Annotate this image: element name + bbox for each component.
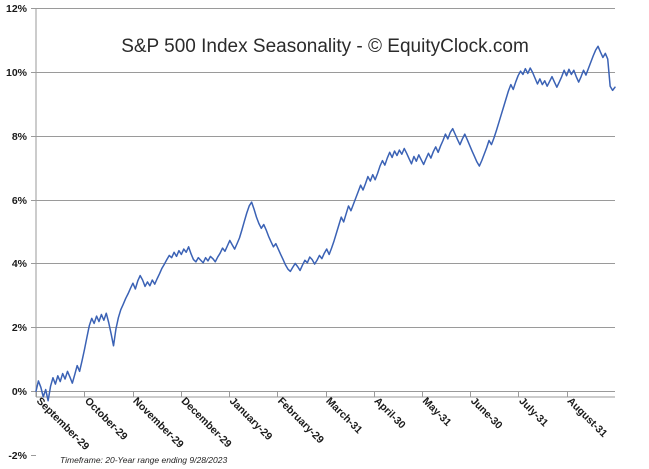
x-tick-label: July-31 [516,395,550,429]
y-tick-label: 12% [6,3,28,15]
x-tick-label: November-29 [130,395,186,451]
x-tick-label: April-30 [372,395,408,431]
x-tick-label: February-29 [275,395,326,446]
x-tick-label: August-31 [565,395,610,440]
x-tick-label: June-30 [468,395,505,432]
y-axis-ticks: -2% 0% 2% 4% 6% 8% 10% 12% [6,3,36,462]
gridlines [36,8,615,392]
series-line-sp500-seasonality [35,45,616,402]
x-tick-label: October-29 [82,395,130,443]
x-tick-label: March-31 [323,395,364,436]
y-tick-label: 10% [6,67,28,79]
x-tick-label: January-29 [227,395,275,443]
y-tick-label: 6% [12,195,28,207]
y-tick-label: 4% [12,258,28,270]
chart-footnote: Timeframe: 20-Year range ending 9/28/202… [60,455,227,465]
plot-background [36,8,615,397]
y-tick-label: 2% [12,322,28,334]
x-tick-label: May-31 [420,395,454,429]
y-tick-label: -2% [8,450,27,462]
chart-title: S&P 500 Index Seasonality - © EquityCloc… [121,36,529,57]
y-tick-label: 8% [12,131,28,143]
x-axis-ticks [36,391,568,397]
y-tick-label: 0% [12,386,28,398]
x-tick-label: December-29 [179,395,234,450]
